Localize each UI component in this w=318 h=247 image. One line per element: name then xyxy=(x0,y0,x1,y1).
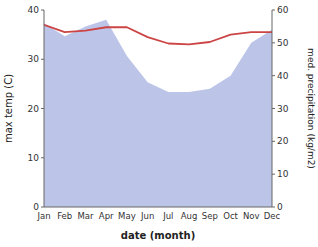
y2-tick-label: 40 xyxy=(277,71,289,81)
y-tick xyxy=(41,157,44,158)
y2-tick xyxy=(272,141,275,142)
y2-tick xyxy=(272,10,275,11)
y2-tick-label: 60 xyxy=(277,5,289,15)
y2-tick-label: 30 xyxy=(277,104,289,114)
y2-tick xyxy=(272,174,275,175)
x-tick-label: May xyxy=(118,211,136,221)
y2-tick-label: 20 xyxy=(277,136,289,146)
x-axis-title: date (month) xyxy=(121,230,195,241)
x-tick-label: Aug xyxy=(181,211,198,221)
y2-tick-label: 50 xyxy=(277,38,289,48)
x-tick-label: Apr xyxy=(99,211,114,221)
y-tick xyxy=(41,207,44,208)
y-tick xyxy=(41,108,44,109)
x-tick-label: Dec xyxy=(264,211,281,221)
y-tick-label: 20 xyxy=(28,104,40,114)
y2-tick xyxy=(272,207,275,208)
precipitation-area xyxy=(44,20,272,207)
y-tick xyxy=(41,59,44,60)
y2-axis-title: med. precipitation (kg/m2) xyxy=(306,48,316,169)
y2-tick xyxy=(272,42,275,43)
y-axis-title: max temp (C) xyxy=(3,74,14,143)
chart-svg: 0102030400102030405060JanFebMarAprMayJun… xyxy=(0,0,318,247)
temperature-line xyxy=(44,25,272,45)
x-tick-label: Sep xyxy=(202,211,218,221)
y-tick-label: 40 xyxy=(28,5,40,15)
x-tick-label: Jul xyxy=(162,211,173,221)
y-tick-label: 10 xyxy=(28,153,40,163)
x-axis-line xyxy=(44,207,272,208)
plot-area xyxy=(44,20,272,207)
y-tick-label: 30 xyxy=(28,54,40,64)
y2-tick xyxy=(272,108,275,109)
x-tick-label: Nov xyxy=(243,211,260,221)
y2-tick-label: 10 xyxy=(277,169,289,179)
x-tick-label: Jan xyxy=(36,211,50,221)
x-tick-label: Jun xyxy=(140,211,154,221)
x-tick-label: Mar xyxy=(77,211,94,221)
y-tick xyxy=(41,10,44,11)
y2-tick xyxy=(272,75,275,76)
chart-container: 0102030400102030405060JanFebMarAprMayJun… xyxy=(0,0,318,247)
x-tick-label: Feb xyxy=(57,211,72,221)
x-tick-label: Oct xyxy=(223,211,238,221)
